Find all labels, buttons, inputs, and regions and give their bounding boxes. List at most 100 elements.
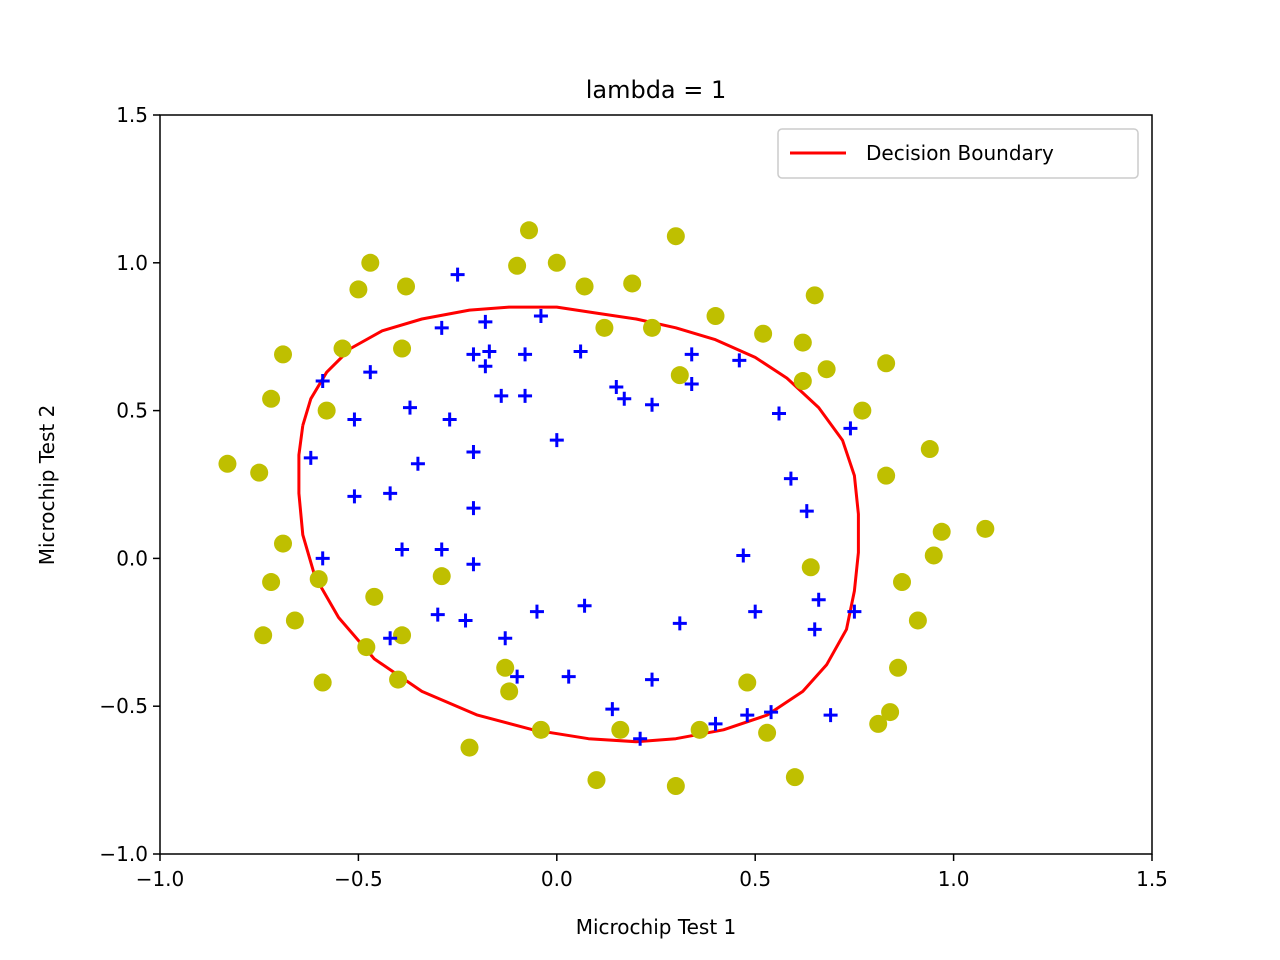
accepted-point [383, 486, 398, 501]
x-tick-label: 1.0 [938, 867, 970, 891]
accepted-point [442, 412, 457, 427]
rejected-point [365, 587, 384, 606]
rejected-point [595, 318, 614, 337]
rejected-point [250, 463, 269, 482]
rejected-point [393, 626, 412, 645]
rejected-point [881, 703, 900, 722]
accepted-point [573, 344, 588, 359]
rejected-point [460, 738, 479, 757]
accepted-point [645, 397, 660, 412]
plot-area [218, 221, 995, 796]
y-tick-label: 0.5 [116, 399, 148, 423]
legend-box [777, 128, 1139, 179]
accepted-point [434, 542, 449, 557]
accepted-point [518, 347, 533, 362]
rejected-point [254, 626, 273, 645]
rejected-point [393, 339, 412, 358]
rejected-point [817, 360, 836, 379]
accepted-point [605, 702, 620, 717]
rejected-point [389, 670, 408, 689]
rejected-point [397, 277, 416, 296]
accepted-point [823, 708, 838, 723]
accepted-point [609, 379, 624, 394]
boundary-layer [297, 305, 860, 744]
rejected-points-layer [218, 221, 995, 796]
accepted-point [363, 365, 378, 380]
y-tick-label: 0.0 [116, 546, 148, 570]
rejected-point [793, 333, 812, 352]
accepted-point [772, 406, 787, 421]
accepted-point [458, 613, 473, 628]
accepted-point [740, 708, 755, 723]
rejected-point [738, 673, 757, 692]
rejected-point [587, 771, 606, 790]
accepted-point [807, 622, 822, 637]
accepted-point [347, 489, 362, 504]
rejected-point [575, 277, 594, 296]
accepted-point [811, 592, 826, 607]
rejected-point [877, 354, 896, 373]
y-axis: −1.0 −0.5 0.0 0.5 1.0 1.5 [99, 103, 160, 866]
accepted-point [645, 672, 660, 687]
accepted-point [764, 705, 779, 720]
rejected-point [432, 567, 451, 586]
rejected-point [317, 401, 336, 420]
rejected-point [853, 401, 872, 420]
decision-boundary-line [297, 305, 860, 744]
accepted-point [434, 320, 449, 335]
rejected-point [361, 253, 380, 272]
accepted-point [783, 471, 798, 486]
rejected-point [690, 720, 709, 739]
accepted-point [847, 604, 862, 619]
rejected-point [547, 253, 566, 272]
rejected-point [262, 389, 281, 408]
chart-title: lambda = 1 [586, 76, 727, 104]
accepted-point [533, 309, 548, 324]
accepted-point [466, 347, 481, 362]
accepted-point [315, 551, 330, 566]
rejected-point [531, 720, 550, 739]
accepted-point [383, 631, 398, 646]
y-tick-label: 1.0 [116, 251, 148, 275]
accepted-points-layer [303, 267, 862, 746]
y-tick-label: −1.0 [99, 842, 148, 866]
accepted-point [395, 542, 410, 557]
accepted-point [561, 669, 576, 684]
rejected-point [908, 611, 927, 630]
rejected-point [666, 777, 685, 796]
accepted-point [466, 501, 481, 516]
rejected-point [976, 519, 995, 538]
accepted-point [684, 376, 699, 391]
rejected-point [623, 274, 642, 293]
accepted-point [482, 344, 497, 359]
rejected-point [754, 324, 773, 343]
accepted-point [478, 314, 493, 329]
accepted-point [430, 607, 445, 622]
accepted-point [549, 433, 564, 448]
accepted-point [518, 388, 533, 403]
accepted-point [498, 631, 513, 646]
legend: Decision Boundary [777, 128, 1139, 179]
rejected-point [793, 372, 812, 391]
rejected-point [666, 227, 685, 246]
accepted-point [617, 391, 632, 406]
accepted-point [799, 504, 814, 519]
x-axis: −1.0 −0.5 0.0 0.5 1.0 1.5 [136, 854, 1168, 891]
rejected-point [508, 256, 527, 275]
accepted-point [708, 716, 723, 731]
accepted-point [732, 353, 747, 368]
accepted-point [478, 359, 493, 374]
accepted-point [494, 388, 509, 403]
rejected-point [889, 658, 908, 677]
accepted-point [843, 421, 858, 436]
rejected-point [758, 723, 777, 742]
x-tick-label: −0.5 [334, 867, 383, 891]
accepted-point [672, 616, 687, 631]
accepted-point [748, 604, 763, 619]
y-axis-label: Microchip Test 2 [35, 405, 59, 566]
rejected-point [274, 534, 293, 553]
rejected-point [920, 440, 939, 459]
rejected-point [785, 768, 804, 787]
rejected-point [333, 339, 352, 358]
